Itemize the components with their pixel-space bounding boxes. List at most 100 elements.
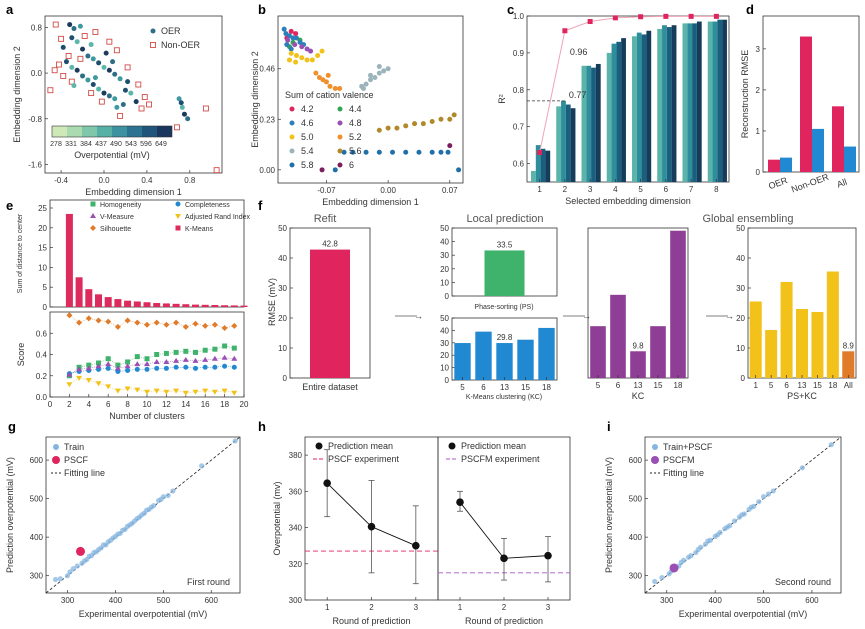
score-point bbox=[173, 357, 180, 363]
kmeans-y-tick-label: 40 bbox=[440, 326, 449, 335]
panel-b-y-tick-label: 0.46 bbox=[259, 65, 275, 74]
score-point bbox=[124, 317, 131, 324]
non-oer-point bbox=[60, 72, 67, 79]
legend-valence-marker bbox=[289, 148, 295, 154]
score-point bbox=[221, 354, 228, 360]
train-point bbox=[688, 553, 694, 559]
ps-kc-bar bbox=[826, 271, 839, 378]
colorbar-segment bbox=[127, 126, 142, 137]
valence-point bbox=[376, 127, 382, 133]
legend-valence-marker bbox=[289, 162, 295, 168]
panel-c-x-axis-label: Selected embedding dimension bbox=[565, 196, 691, 206]
colorbar-segment bbox=[82, 126, 97, 137]
pscf-point bbox=[75, 546, 85, 556]
panel-label-b: b bbox=[258, 2, 266, 17]
score-point bbox=[154, 352, 160, 357]
score-series-line bbox=[69, 377, 235, 394]
panel-e-top-y-tick-label: 5 bbox=[43, 283, 48, 292]
legend-score-marker bbox=[90, 213, 96, 218]
r2-line-point bbox=[713, 13, 719, 19]
kmeans-distance-bar bbox=[172, 303, 180, 307]
panel-e-x-tick-label: 8 bbox=[125, 400, 130, 409]
panel-b-x-tick-label: -0.07 bbox=[317, 186, 336, 195]
kmeans-distance-bar bbox=[114, 299, 122, 307]
colorbar-segment bbox=[52, 126, 67, 137]
oer-point bbox=[101, 90, 107, 96]
kmeans-x-tick-label: 6 bbox=[481, 383, 486, 392]
legend-valence-label: 5.0 bbox=[301, 132, 314, 142]
legend-prediction-mean-label: Prediction mean bbox=[461, 441, 526, 451]
r2-bar bbox=[595, 63, 601, 183]
score-point bbox=[211, 389, 218, 395]
score-point bbox=[202, 388, 209, 394]
valence-point bbox=[368, 77, 373, 83]
valence-point bbox=[394, 125, 400, 131]
score-point bbox=[105, 356, 111, 362]
panel-g-x-tick-label: 400 bbox=[109, 596, 123, 605]
oer-point bbox=[88, 42, 94, 48]
kc-x-tick-label: 6 bbox=[616, 381, 621, 390]
score-point bbox=[86, 362, 92, 368]
score-point bbox=[182, 390, 189, 396]
valence-point bbox=[285, 37, 291, 43]
valence-point bbox=[327, 83, 333, 89]
phase-sorting-y-tick-label: 50 bbox=[440, 224, 449, 233]
non-oer-point bbox=[47, 87, 54, 94]
legend-valence-label: 5.8 bbox=[301, 160, 314, 170]
kmeans-distance-bar bbox=[95, 294, 102, 307]
score-point bbox=[85, 365, 92, 371]
kmeans-distance-bar bbox=[192, 304, 199, 307]
r2-line-point bbox=[562, 28, 568, 34]
round-annotation: First round bbox=[187, 577, 230, 587]
colorbar-tick-label: 437 bbox=[95, 141, 107, 148]
phase-sorting-y-tick-label: 20 bbox=[440, 265, 449, 274]
ps-kc-x-tick-label: 15 bbox=[813, 381, 822, 390]
panel-e-bottom-y-tick-label: 0.4 bbox=[36, 351, 48, 360]
local-prediction-title: Local prediction bbox=[466, 213, 543, 225]
kc-x-tick-label: 13 bbox=[634, 381, 643, 390]
valence-point bbox=[363, 81, 369, 87]
r2-bar bbox=[570, 108, 576, 182]
kmeans-x-tick-label: 15 bbox=[521, 383, 530, 392]
panel-d-category-label: Non-OER bbox=[790, 172, 831, 195]
panel-h-x-tick-label: 2 bbox=[369, 603, 374, 612]
rmse-bar bbox=[800, 36, 812, 172]
kmeans-distance-bar bbox=[143, 302, 151, 307]
score-point bbox=[163, 365, 169, 371]
score-point bbox=[76, 375, 83, 381]
panel-d-y-axis-label: Reconstruction RMSE bbox=[740, 50, 750, 139]
kmeans-x-tick-label: 18 bbox=[542, 383, 551, 392]
train-point bbox=[765, 491, 772, 497]
rmse-bar bbox=[844, 146, 856, 172]
panel-a-x-tick-label: 0.4 bbox=[141, 176, 153, 185]
ps-kc-x-label: PS+KC bbox=[787, 391, 817, 401]
panel-b-x-tick-label: 0.00 bbox=[380, 186, 396, 195]
oer-point bbox=[85, 77, 91, 83]
panel-e-x-axis-label: Number of clusters bbox=[109, 411, 185, 421]
legend-prediction-mean-label: Prediction mean bbox=[328, 441, 393, 451]
score-point bbox=[153, 388, 160, 394]
r2-bar bbox=[581, 65, 587, 182]
ps-kc-bar bbox=[780, 282, 793, 378]
score-point bbox=[231, 322, 238, 329]
colorbar-tick-label: 490 bbox=[110, 141, 122, 148]
train-point bbox=[52, 576, 59, 583]
valence-point bbox=[288, 28, 294, 34]
refit-y-tick-label: 30 bbox=[278, 284, 287, 293]
panel-i-x-tick-label: 500 bbox=[757, 596, 771, 605]
colorbar-segment bbox=[67, 126, 82, 137]
non-oer-point bbox=[51, 67, 58, 74]
refit-y-tick-label: 10 bbox=[278, 344, 287, 353]
prediction-mean-point bbox=[323, 479, 331, 487]
panel-a-x-axis-label: Embedding dimension 1 bbox=[85, 187, 182, 197]
panel-c-y-tick-label: 1.0 bbox=[513, 12, 525, 21]
ps-kc-x-tick-label: 13 bbox=[798, 381, 807, 390]
legend-valence-label: 4.8 bbox=[349, 118, 362, 128]
panel-e-x-tick-label: 16 bbox=[201, 400, 210, 409]
r2-bar bbox=[671, 25, 677, 182]
score-point bbox=[105, 318, 112, 325]
oer-point bbox=[103, 50, 109, 56]
panel-g-frame bbox=[45, 436, 241, 594]
score-point bbox=[134, 387, 141, 393]
train-point bbox=[160, 494, 166, 500]
